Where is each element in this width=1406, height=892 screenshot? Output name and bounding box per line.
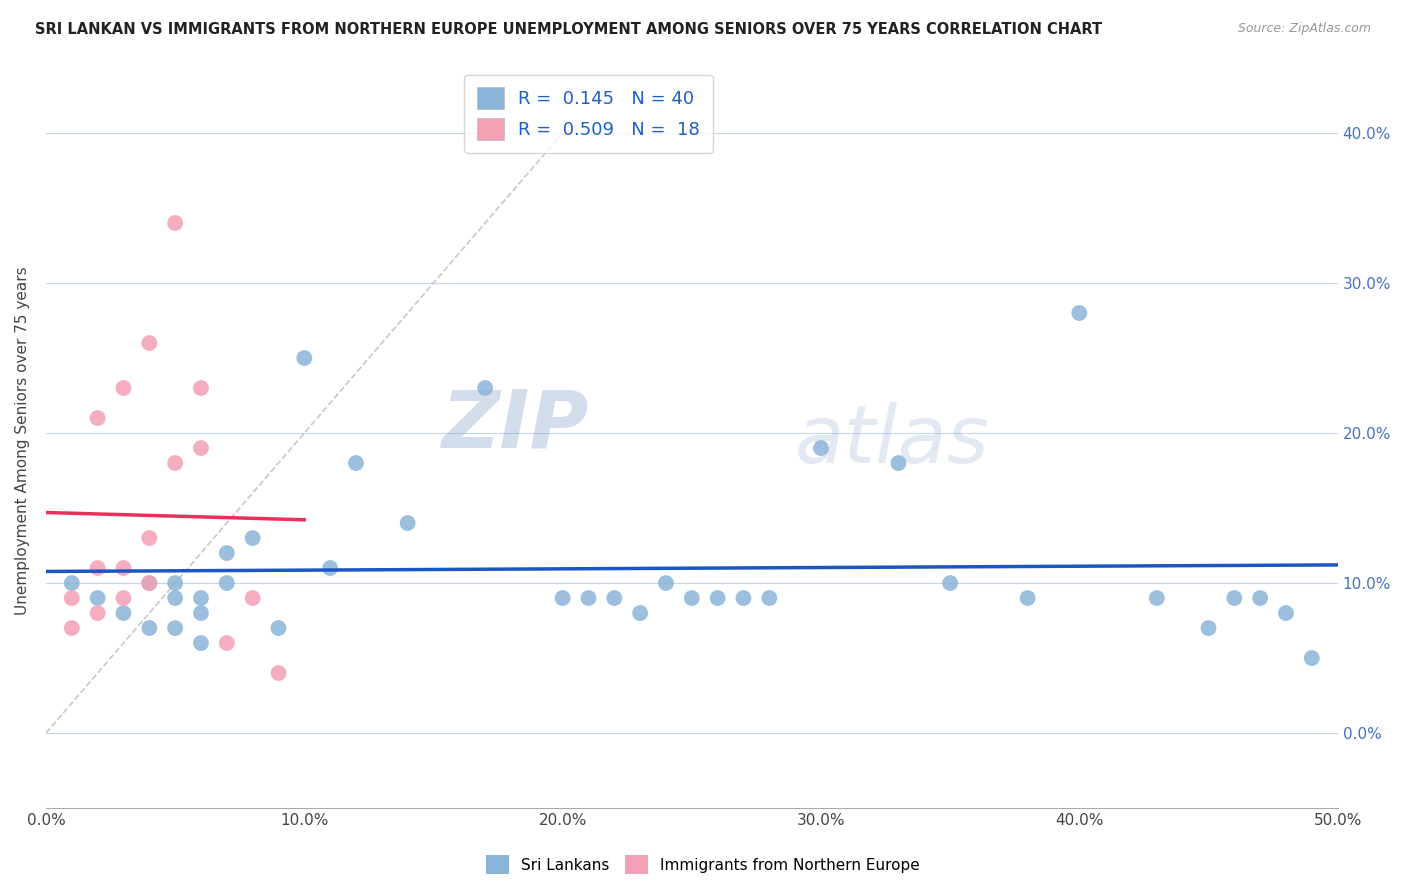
Point [1249, 591, 1271, 605]
Point [138, 531, 160, 545]
Point [887, 456, 910, 470]
Point [112, 561, 135, 575]
Point [939, 576, 962, 591]
Point [1223, 591, 1246, 605]
Point [474, 381, 496, 395]
Point [190, 636, 212, 650]
Point [733, 591, 755, 605]
Point [319, 561, 342, 575]
Point [138, 576, 160, 591]
Point [1017, 591, 1039, 605]
Point [165, 591, 187, 605]
Point [396, 516, 419, 530]
Text: ZIP: ZIP [441, 387, 589, 465]
Point [60, 591, 83, 605]
Point [292, 351, 315, 365]
Point [215, 546, 238, 560]
Point [344, 456, 367, 470]
Point [1198, 621, 1220, 635]
Point [138, 621, 160, 635]
Point [810, 441, 832, 455]
Point [165, 576, 187, 591]
Text: Source: ZipAtlas.com: Source: ZipAtlas.com [1237, 22, 1371, 36]
Point [655, 576, 678, 591]
Point [86, 591, 108, 605]
Point [165, 216, 187, 230]
Point [112, 591, 135, 605]
Point [242, 591, 264, 605]
Legend: R =  0.145   N = 40, R =  0.509   N =  18: R = 0.145 N = 40, R = 0.509 N = 18 [464, 75, 713, 153]
Point [86, 606, 108, 620]
Point [190, 606, 212, 620]
Y-axis label: Unemployment Among Seniors over 75 years: Unemployment Among Seniors over 75 years [15, 266, 30, 615]
Point [215, 636, 238, 650]
Point [60, 576, 83, 591]
Point [86, 411, 108, 425]
Point [1301, 651, 1323, 665]
Point [551, 591, 574, 605]
Point [138, 336, 160, 351]
Point [706, 591, 728, 605]
Point [190, 381, 212, 395]
Point [267, 621, 290, 635]
Point [190, 591, 212, 605]
Point [242, 531, 264, 545]
Point [165, 621, 187, 635]
Point [758, 591, 780, 605]
Point [1275, 606, 1298, 620]
Point [681, 591, 703, 605]
Point [60, 621, 83, 635]
Text: atlas: atlas [796, 401, 990, 480]
Point [112, 381, 135, 395]
Point [1069, 306, 1091, 320]
Point [112, 606, 135, 620]
Point [267, 666, 290, 681]
Point [86, 561, 108, 575]
Point [165, 456, 187, 470]
Point [190, 441, 212, 455]
Legend: Sri Lankans, Immigrants from Northern Europe: Sri Lankans, Immigrants from Northern Eu… [479, 849, 927, 880]
Point [603, 591, 626, 605]
Point [215, 576, 238, 591]
Text: SRI LANKAN VS IMMIGRANTS FROM NORTHERN EUROPE UNEMPLOYMENT AMONG SENIORS OVER 75: SRI LANKAN VS IMMIGRANTS FROM NORTHERN E… [35, 22, 1102, 37]
Point [578, 591, 600, 605]
Point [138, 576, 160, 591]
Point [628, 606, 651, 620]
Point [1146, 591, 1168, 605]
